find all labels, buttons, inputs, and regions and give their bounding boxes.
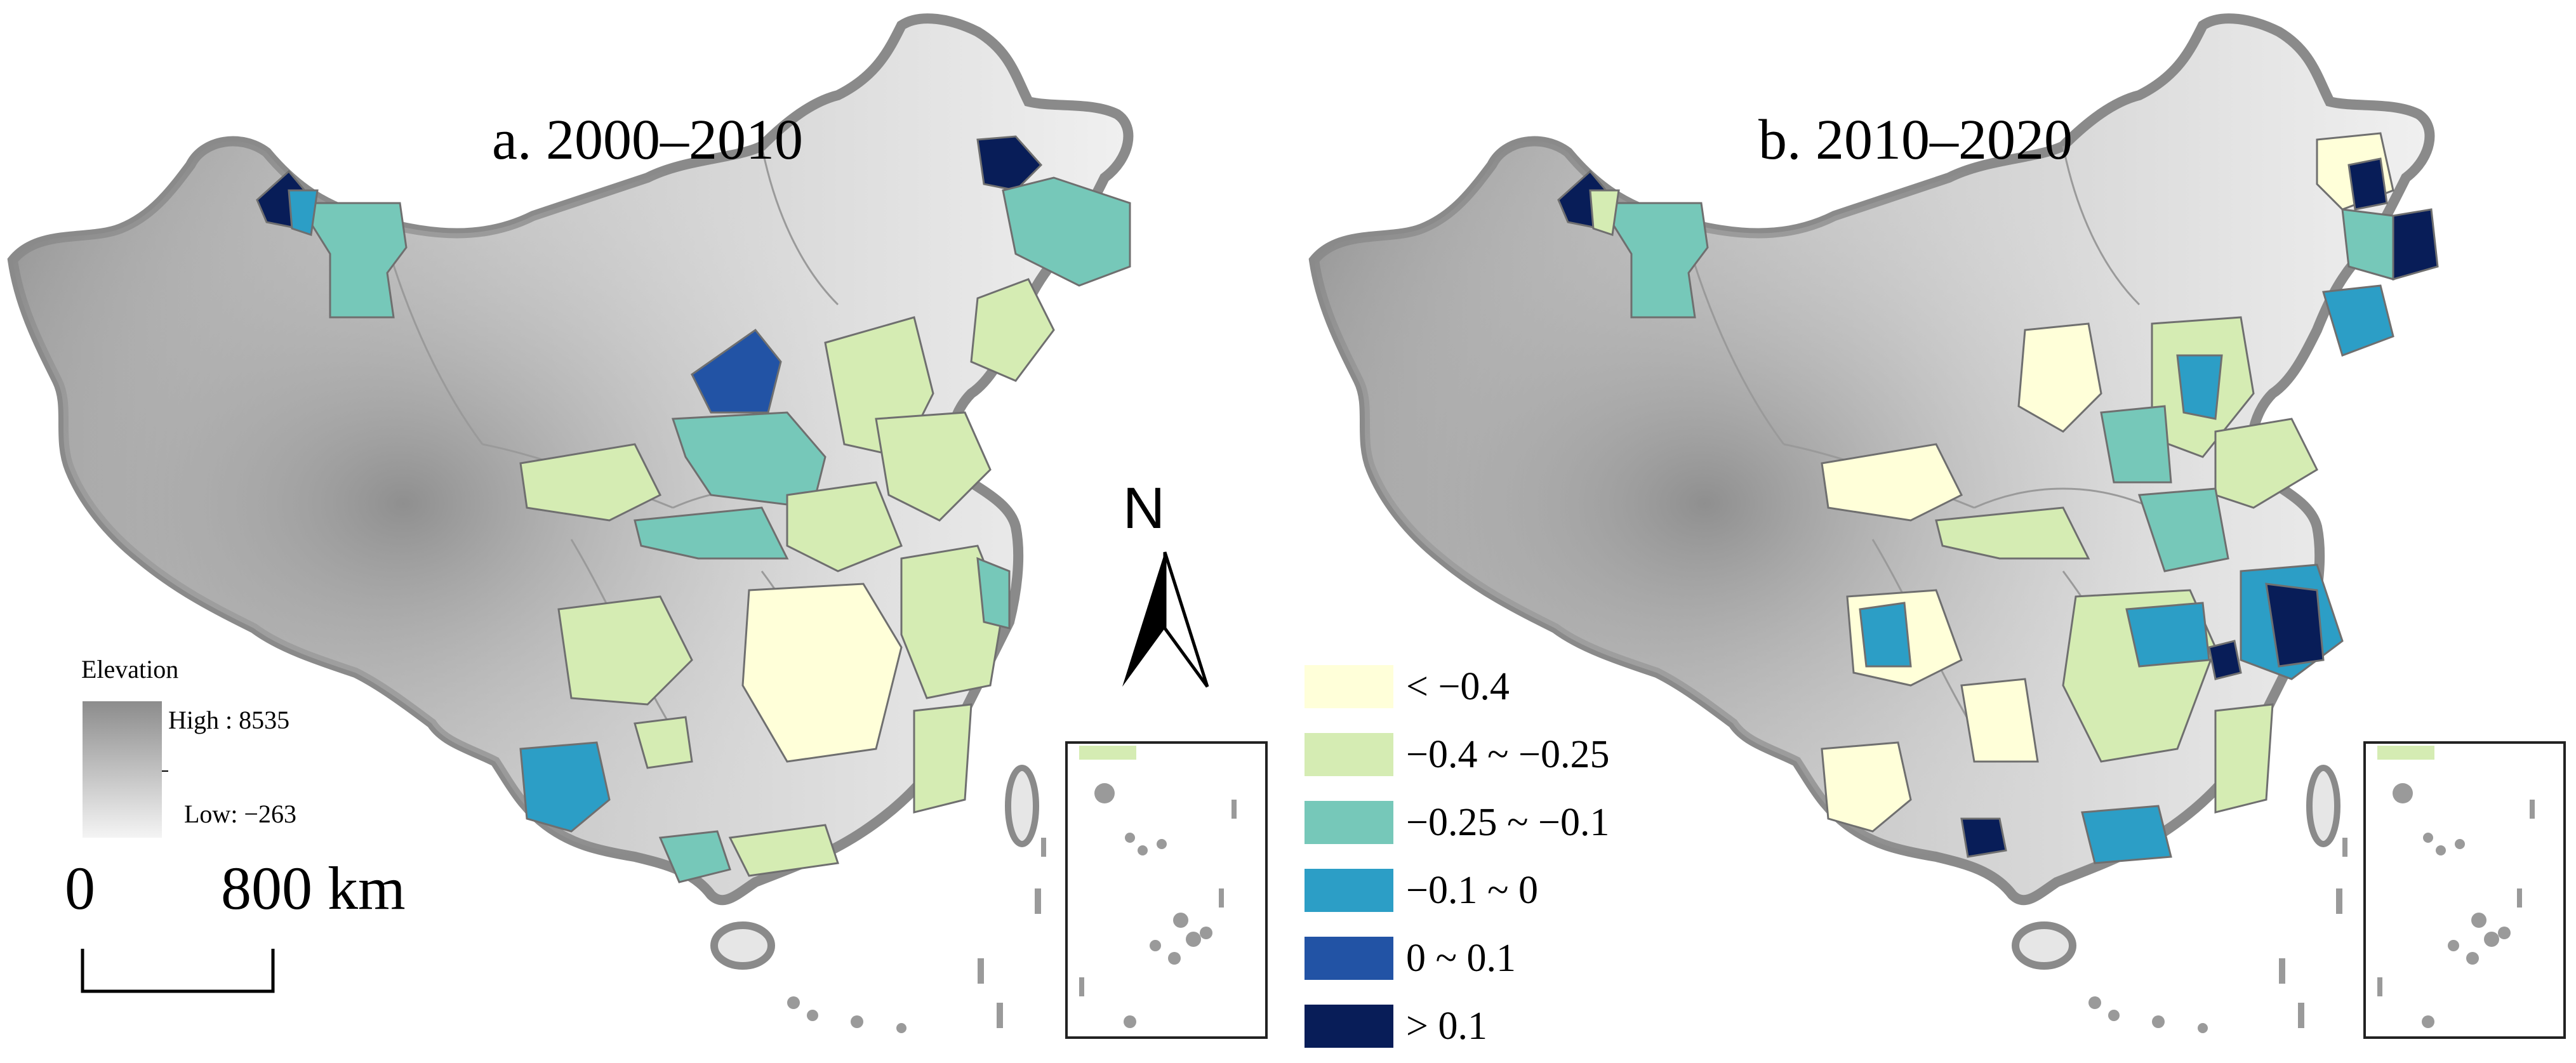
region-anhui-a [900, 545, 1004, 699]
scale-bar-line [81, 949, 275, 993]
panel-a-title: a. 2000–2010 [492, 109, 803, 171]
region-central-a [634, 506, 789, 560]
panel-b-title: b. 2010–2020 [1758, 109, 2073, 171]
region-shandong-a [875, 411, 992, 522]
elevation-high-label: High : 8535 [168, 706, 289, 734]
region-fujian-b [2214, 703, 2274, 814]
legend-swatch-2 [1305, 733, 1393, 776]
region-heilongjiang-b2 [2347, 157, 2388, 211]
region-neimenggu-a [691, 328, 782, 414]
elevation-gradient-bar [83, 701, 162, 838]
region-wuhan-b [2208, 640, 2242, 680]
region-heilongjiang-b3 [2392, 208, 2439, 281]
region-central-b1 [1935, 506, 2090, 560]
region-heilongjiang-a [976, 135, 1043, 192]
region-xinjiang-b [1598, 202, 1709, 319]
legend-swatch-3 [1305, 801, 1393, 844]
region-yunnan-b [1821, 741, 1912, 833]
legend-label-1: < −0.4 [1406, 665, 1510, 708]
inset-islands-a [1079, 746, 1237, 1028]
scale-bar-start-label: 0 [65, 854, 95, 922]
region-guangxi-a [658, 830, 731, 883]
elevation-legend-title: Elevation [81, 655, 178, 683]
region-guangxi-b [1960, 817, 2007, 858]
taiwan-island-b [2306, 765, 2340, 847]
north-arrow-label: N [1123, 476, 1165, 541]
region-central-b2 [2137, 487, 2229, 572]
region-xinjiang-a [296, 202, 408, 319]
hainan-island-b [2012, 921, 2076, 970]
region-guangdong-b [2081, 805, 2172, 864]
region-hubei-a [741, 583, 903, 763]
region-shanghai-b [2265, 583, 2325, 668]
region-hubei-b2 [2125, 602, 2210, 668]
region-jiangsu-a [976, 557, 1011, 630]
legend-label-6: > 0.1 [1406, 1005, 1487, 1048]
elevation-low-label: Low: −263 [184, 800, 296, 828]
region-hunan-b [1960, 678, 2039, 763]
inset-south-sea-b [2363, 741, 2566, 1039]
region-shanxi-a [786, 481, 903, 572]
region-west-b [1821, 443, 1963, 522]
legend-label-2: −0.4 ~ −0.25 [1406, 733, 1609, 776]
legend-label-5: 0 ~ 0.1 [1406, 937, 1516, 980]
legend-swatch-5 [1305, 937, 1393, 980]
north-arrow-right-half [1163, 551, 1209, 688]
region-guangdong-a [728, 824, 839, 877]
region-west-a [519, 443, 662, 522]
inset-south-sea-a [1065, 741, 1268, 1039]
region-patches-b [1557, 132, 2439, 864]
south-sea-islands-a [787, 838, 1046, 1033]
region-hebei-b [2100, 405, 2172, 484]
elevation-legend: Elevation High : 8535 Low: −263 [81, 655, 296, 838]
class-legend: < −0.4 −0.4 ~ −0.25 −0.25 ~ −0.1 −0.1 ~ 0 0 … [1305, 665, 1609, 1048]
region-xinjiang-mid-b [1589, 189, 1620, 236]
legend-swatch-6 [1305, 1005, 1393, 1048]
south-sea-islands-b [2088, 838, 2347, 1033]
legend-label-3: −0.25 ~ −0.1 [1406, 801, 1609, 844]
inset-islands-b [2377, 746, 2535, 1028]
panel-a: a. 2000–2010 [13, 18, 1268, 1039]
region-xinjiang-mid-a [288, 189, 319, 236]
north-arrow: N [1122, 476, 1209, 688]
region-north-b2 [2176, 354, 2223, 420]
legend-label-4: −0.1 ~ 0 [1406, 869, 1538, 912]
region-fujian-a [913, 703, 973, 814]
region-patches-a [256, 135, 1131, 883]
scale-bar: 0 800 km [65, 854, 406, 993]
legend-swatch-1 [1305, 665, 1393, 708]
region-heilongjiang-b [1002, 176, 1131, 287]
hainan-island-a [710, 921, 775, 970]
scale-bar-end-label: 800 km [221, 854, 406, 922]
region-sichuan-b2 [1859, 602, 1912, 668]
region-sichuan-a [557, 595, 693, 706]
region-northeast-a [970, 278, 1055, 382]
legend-swatch-4 [1305, 869, 1393, 912]
region-yunnan-a [519, 741, 611, 833]
region-jilin-b [2322, 284, 2394, 357]
region-shandong-b [2214, 418, 2318, 509]
taiwan-island-a [1005, 765, 1039, 847]
north-arrow-left-half [1122, 552, 1165, 687]
region-heilongjiang-b4 [2341, 208, 2394, 281]
region-neimenggu-b [2017, 322, 2102, 433]
panel-b: b. 2010–2020 [1314, 18, 2566, 1039]
region-guizhou-a [634, 716, 693, 769]
